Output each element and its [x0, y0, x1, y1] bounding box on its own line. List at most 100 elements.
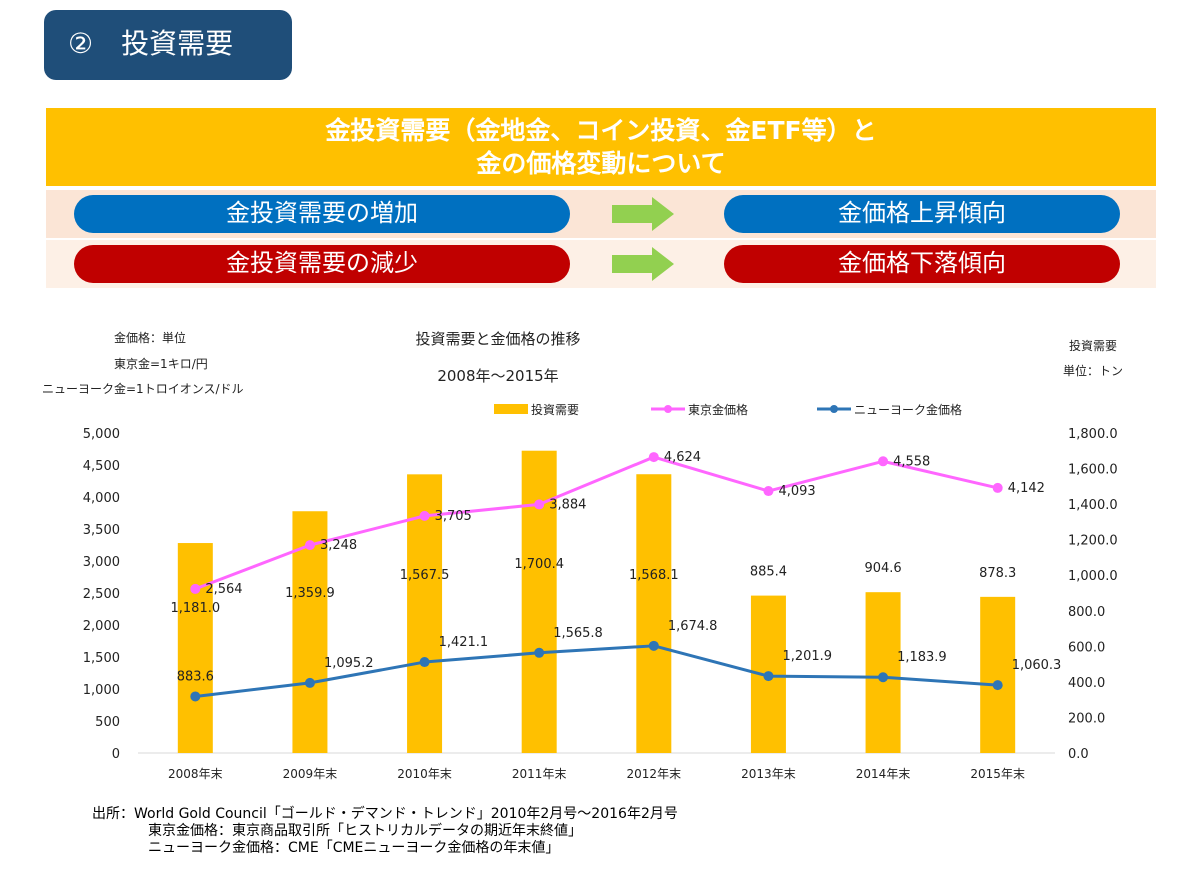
point-1	[419, 657, 430, 668]
bar-label: 878.3	[979, 566, 1016, 581]
bar-label: 904.6	[864, 561, 901, 576]
left-axis-note: 金価格：単位	[114, 330, 186, 345]
section-number: ②	[68, 27, 94, 60]
line-label-0: 4,093	[778, 484, 815, 499]
bar-investment	[292, 511, 328, 753]
source-line-1: 出所：World Gold Council「ゴールド・デマンド・トレンド」201…	[92, 806, 678, 822]
point-1	[304, 677, 315, 688]
legend-swatch-investment	[494, 404, 528, 414]
point-1	[992, 680, 1003, 691]
series-line-1	[195, 644, 998, 698]
point-0	[419, 510, 430, 521]
topic-banner: 金投資需要（金地金、コイン投資、金ETF等）と 金の価格変動について	[46, 108, 1156, 186]
bar-label: 1,568.1	[629, 568, 679, 583]
line-label-1: 1,201.9	[782, 649, 832, 664]
point-0	[304, 540, 315, 551]
y-right-tick: 1,400.0	[1068, 498, 1118, 513]
point-0	[648, 452, 659, 463]
line-label-1: 1,183.9	[897, 650, 947, 665]
source-line-3: ニューヨーク金価格：CME「CMEニューヨーク金価格の年末値」	[148, 840, 560, 856]
section-title: 投資需要	[121, 27, 234, 60]
line-label-0: 3,248	[320, 538, 357, 553]
chart-subtitle: 2008年～2015年	[437, 367, 558, 385]
y-left-tick: 3,000	[83, 555, 120, 570]
line-label-1: 1,095.2	[324, 656, 374, 671]
bar-investment	[177, 543, 213, 753]
point-0	[190, 583, 201, 594]
y-right-tick: 600.0	[1068, 640, 1105, 655]
y-left-tick: 500	[95, 715, 120, 730]
effect-pill-rise: 金価格上昇傾向	[724, 195, 1120, 233]
bar-investment	[980, 596, 1016, 753]
source-notes: 出所：World Gold Council「ゴールド・デマンド・トレンド」201…	[92, 806, 678, 857]
x-tick-label: 2008年末	[168, 767, 223, 781]
point-1	[878, 672, 889, 683]
point-0	[878, 456, 889, 467]
y-left-tick: 1,000	[83, 683, 120, 698]
bar-investment	[521, 450, 557, 753]
right-axis-note: 投資需要	[1069, 338, 1117, 353]
y-left-tick: 4,000	[83, 491, 120, 506]
y-right-tick: 200.0	[1068, 711, 1105, 726]
relation-row-decrease: 金投資需要の減少 金価格下落傾向	[46, 240, 1156, 288]
banner-line-2: 金の価格変動について	[476, 149, 726, 178]
left-axis-note: ニューヨーク金=1トロイオンス/ドル	[42, 381, 244, 396]
line-label-0: 4,558	[893, 454, 930, 469]
point-1	[648, 640, 659, 651]
cause-pill-decrease: 金投資需要の減少	[74, 245, 570, 283]
source-line-2: 東京金価格：東京商品取引所「ヒストリカルデータの期近年末終値」	[148, 823, 582, 839]
x-tick-label: 2009年末	[283, 767, 338, 781]
right-arrow-icon	[612, 197, 674, 231]
y-left-tick: 2,500	[83, 587, 120, 602]
bar-label: 885.4	[750, 565, 787, 580]
bar-label: 1,359.9	[285, 586, 335, 601]
legend-label-0: 東京金価格	[688, 402, 748, 417]
line-label-1: 1,421.1	[439, 635, 489, 650]
line-label-1: 883.6	[177, 669, 214, 684]
section-tag: ② 投資需要	[44, 10, 292, 80]
point-0	[763, 486, 774, 497]
bar-investment	[636, 474, 672, 753]
y-left-tick: 3,500	[83, 523, 120, 538]
investment-gold-price-chart: 投資需要と金価格の推移 2008年～2015年 金価格：単位東京金=1キロ/円ニュー…	[42, 330, 1123, 781]
y-left-tick: 2,000	[83, 619, 120, 634]
bar-label: 1,567.5	[400, 568, 450, 583]
point-1	[763, 671, 774, 682]
y-left-tick: 1,500	[83, 651, 120, 666]
y-left-tick: 0	[112, 747, 120, 762]
y-right-tick: 800.0	[1068, 605, 1105, 620]
y-right-tick: 1,200.0	[1068, 534, 1118, 549]
x-tick-label: 2010年末	[397, 767, 452, 781]
x-tick-label: 2012年末	[627, 767, 682, 781]
y-right-tick: 0.0	[1068, 747, 1089, 762]
series-line-0	[194, 455, 999, 591]
line-label-0: 4,142	[1008, 481, 1045, 496]
point-1	[534, 647, 545, 658]
relation-row-increase: 金投資需要の増加 金価格上昇傾向	[46, 190, 1156, 238]
point-0	[534, 499, 545, 510]
line-label-1: 1,565.8	[553, 626, 603, 641]
line-label-0: 3,705	[435, 509, 472, 524]
right-arrow-icon	[612, 247, 674, 281]
banner-line-1: 金投資需要（金地金、コイン投資、金ETF等）と	[325, 116, 877, 145]
bar-label: 1,181.0	[171, 601, 221, 616]
y-left-tick: 4,500	[83, 459, 120, 474]
legend-label-1: ニューヨーク金価格	[854, 402, 962, 417]
x-tick-label: 2013年末	[741, 767, 796, 781]
bar-label: 1,700.4	[514, 557, 564, 572]
legend-marker-1	[830, 405, 838, 413]
point-1	[190, 691, 201, 702]
y-right-tick: 400.0	[1068, 676, 1105, 691]
line-label-1: 1,674.8	[668, 619, 718, 634]
right-axis-note: 単位：トン	[1063, 363, 1123, 378]
legend-label-investment: 投資需要	[531, 402, 579, 417]
effect-pill-fall: 金価格下落傾向	[724, 245, 1120, 283]
point-0	[992, 482, 1003, 493]
left-axis-note: 東京金=1キロ/円	[114, 356, 208, 371]
line-label-1: 1,060.3	[1012, 658, 1062, 673]
line-label-0: 4,624	[664, 450, 701, 465]
line-label-0: 2,564	[205, 582, 242, 597]
x-tick-label: 2014年末	[856, 767, 911, 781]
chart-title: 投資需要と金価格の推移	[415, 330, 580, 348]
y-left-tick: 5,000	[83, 427, 120, 442]
